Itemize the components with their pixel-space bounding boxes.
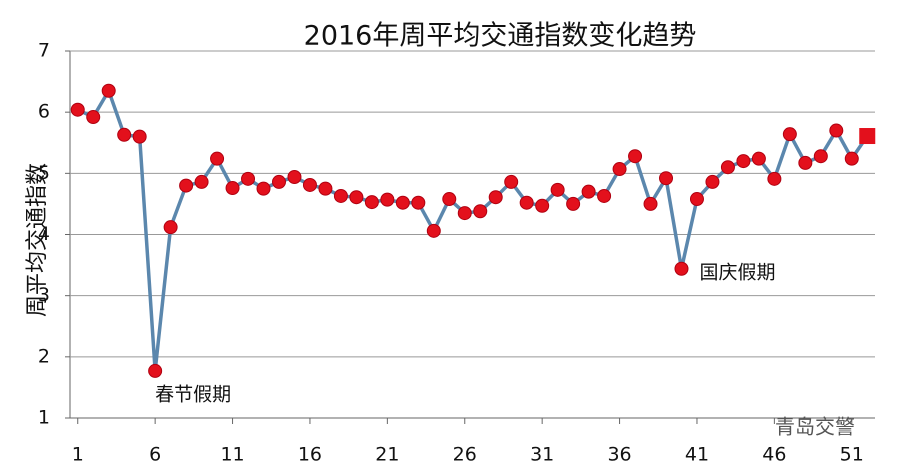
marker: [751, 151, 766, 166]
marker: [349, 190, 364, 205]
marker: [581, 184, 596, 199]
x-tick-label: 16: [298, 444, 322, 466]
watermark: 青岛交警: [775, 415, 855, 439]
marker: [333, 188, 348, 203]
marker: [550, 182, 565, 197]
marker: [210, 151, 225, 166]
x-tick-label: 21: [375, 444, 399, 466]
y-tick-label: 6: [38, 101, 50, 123]
marker: [318, 181, 333, 196]
marker: [612, 162, 627, 177]
marker: [829, 123, 844, 138]
marker: [535, 198, 550, 213]
marker: [380, 192, 395, 207]
marker: [798, 155, 813, 170]
y-tick-label: 3: [38, 284, 50, 306]
marker: [844, 151, 859, 166]
marker: [643, 196, 658, 211]
marker: [179, 178, 194, 193]
marker: [101, 83, 116, 98]
marker: [225, 181, 240, 196]
x-tick-label: 1: [72, 444, 84, 466]
marker: [597, 188, 612, 203]
marker: [132, 129, 147, 144]
marker: [488, 190, 503, 205]
marker: [426, 223, 441, 238]
y-tick-label: 1: [38, 407, 50, 429]
y-tick-label: 7: [38, 40, 50, 62]
marker: [782, 127, 797, 142]
marker: [271, 174, 286, 189]
marker: [689, 192, 704, 207]
x-tick-label: 26: [453, 444, 477, 466]
marker: [442, 192, 457, 207]
marker: [364, 195, 379, 210]
y-tick-label: 2: [38, 345, 50, 367]
chart-title: 2016年周平均交通指数变化趋势: [304, 21, 697, 52]
x-tick-label: 41: [685, 444, 709, 466]
marker: [473, 204, 488, 219]
marker: [256, 181, 271, 196]
marker: [674, 261, 689, 276]
marker: [411, 195, 426, 210]
marker: [163, 220, 178, 235]
annotation: 国庆假期: [699, 261, 775, 283]
marker: [736, 154, 751, 169]
marker: [720, 160, 735, 175]
marker: [628, 149, 643, 164]
marker: [813, 149, 828, 164]
annotation: 春节假期: [155, 383, 231, 405]
marker: [504, 174, 519, 189]
x-tick-label: 6: [149, 444, 161, 466]
x-tick-label: 36: [607, 444, 631, 466]
x-tick-label: 51: [840, 444, 864, 466]
marker: [659, 171, 674, 186]
marker: [86, 110, 101, 125]
marker: [519, 195, 534, 210]
marker: [302, 177, 317, 192]
marker: [148, 363, 163, 378]
marker: [705, 174, 720, 189]
y-tick-label: 4: [38, 223, 50, 245]
y-tick-label: 5: [38, 162, 50, 184]
marker: [194, 174, 209, 189]
marker: [566, 196, 581, 211]
x-tick-label: 11: [220, 444, 244, 466]
marker: [395, 195, 410, 210]
marker: [767, 171, 782, 186]
x-tick-label: 31: [530, 444, 554, 466]
series-line: [76, 86, 869, 372]
last-marker: [859, 128, 876, 145]
marker: [117, 127, 132, 142]
marker: [70, 102, 85, 117]
marker: [457, 206, 472, 221]
marker: [287, 170, 302, 185]
y-axis-label: 周平均交通指数: [25, 163, 50, 317]
x-tick-label: 46: [762, 444, 786, 466]
marker: [241, 171, 256, 186]
